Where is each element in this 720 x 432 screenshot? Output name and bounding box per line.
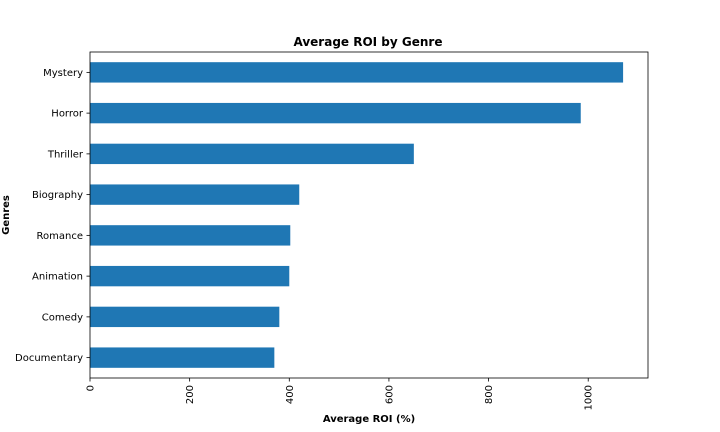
y-tick-label: Romance (37, 231, 83, 242)
y-axis-label: Genres (1, 195, 12, 235)
bar-horror (90, 102, 581, 124)
bar-documentary (90, 347, 275, 368)
bar-comedy (90, 306, 280, 328)
bars-group (90, 62, 624, 368)
y-tick-label: Biography (32, 190, 83, 201)
ticks-group: Mystery Horror Thriller Biography Romance Ani… (15, 68, 595, 411)
y-tick-label: Animation (32, 272, 83, 283)
x-axis-label: Average ROI (%) (323, 414, 415, 425)
x-tick-label: 600 (384, 385, 395, 404)
x-tick-label: 200 (185, 385, 196, 404)
x-tick-label: 0 (86, 385, 97, 391)
y-tick-label: Mystery (43, 68, 83, 79)
bar-romance (90, 225, 291, 246)
y-tick-label: Comedy (42, 312, 83, 323)
x-tick-label: 1000 (584, 385, 595, 410)
y-tick-label: Horror (51, 109, 84, 120)
bar-thriller (90, 143, 414, 165)
bar-mystery (90, 62, 624, 83)
chart-title: Average ROI by Genre (293, 35, 442, 49)
bar-biography (90, 184, 300, 205)
x-tick-label: 400 (285, 385, 296, 404)
bar-animation (90, 265, 290, 287)
plot-frame (89, 51, 649, 379)
x-tick-label: 800 (484, 385, 495, 404)
y-tick-label: Thriller (47, 149, 84, 160)
y-tick-label: Documentary (15, 353, 83, 364)
